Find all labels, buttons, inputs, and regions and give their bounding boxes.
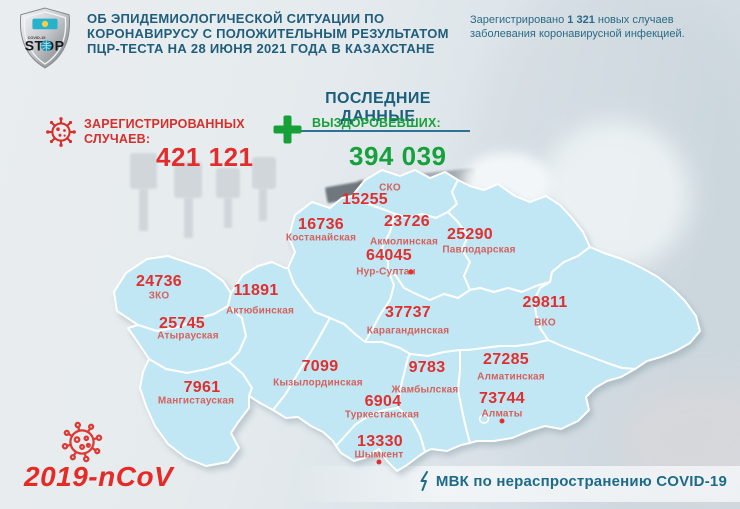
virus-icon <box>46 117 76 147</box>
region-name: Туркестанская <box>344 409 420 421</box>
region-name: Акмолинская <box>369 236 439 248</box>
region-value: 37737 <box>385 304 431 321</box>
flag-sun <box>41 20 49 28</box>
registered-label: ЗАРЕГИСТРИРОВАННЫХ СЛУЧАЕВ: <box>84 117 245 147</box>
plus-icon <box>273 115 302 144</box>
region-name: Кызылординская <box>273 377 363 389</box>
region-value: 13330 <box>357 433 403 450</box>
globe-lines <box>41 40 52 52</box>
region-shape-turkestan <box>335 407 426 472</box>
city-dot <box>408 269 414 275</box>
region-value: 7099 <box>301 358 339 375</box>
almaty-city-outline <box>478 414 490 424</box>
region-shape-almaty-oblast <box>457 339 636 444</box>
region-name: Жамбылская <box>391 384 459 396</box>
region-value: 73744 <box>479 390 525 407</box>
region-name: Павлодарская <box>442 244 516 256</box>
title-line: ПЦР-ТЕСТА НА 28 ИЮНЯ 2021 ГОДА В КАЗАХСТ… <box>87 41 435 56</box>
region-name: Нур-Султан <box>356 266 416 278</box>
city-dot <box>376 459 382 465</box>
region-value: 64045 <box>366 247 412 264</box>
region-value: 23726 <box>384 213 430 230</box>
region-name: Костанайская <box>285 232 357 244</box>
note-prefix: Зарегистрировано <box>470 14 568 26</box>
region-name: ЗКО <box>148 290 170 302</box>
region-name: СКО <box>379 182 401 194</box>
region-name: Шымкент <box>354 449 404 461</box>
region-name: Атырауская <box>157 330 219 342</box>
stop-shield-logo: COVID-19 STOP <box>19 7 71 69</box>
region-name: Актюбинская <box>225 305 295 317</box>
region-value: 9783 <box>408 359 446 376</box>
recovered-value: 394 039 <box>349 141 447 171</box>
recovered-label: ВЫЗДОРОВЕВШИХ: <box>312 116 441 130</box>
registered-label-line2: СЛУЧАЕВ: <box>84 132 151 146</box>
committee-text: МВК по нераспространению COVID-19 <box>435 472 727 490</box>
virus-dots <box>46 117 76 147</box>
shield-inner-line <box>23 11 67 65</box>
logo-covid-text: COVID-19 <box>28 36 46 40</box>
region-value: 29811 <box>522 294 568 311</box>
region-shape-mangystau <box>139 358 253 467</box>
note-count: 1 321 <box>567 14 595 26</box>
region-name: ВКО <box>534 317 556 329</box>
region-value: 25290 <box>447 226 493 243</box>
region-name: Мангистауская <box>157 395 235 407</box>
committee-label: МВК по нераспространению COVID-19 <box>419 471 727 491</box>
virus-strain-label: 2019-nCoV <box>24 461 174 492</box>
region-name: Карагандинская <box>366 325 450 337</box>
region-name: Алматинская <box>477 371 545 383</box>
registered-label-line1: ЗАРЕГИСТРИРОВАННЫХ <box>84 117 245 131</box>
region-value: 24736 <box>136 273 182 290</box>
region-name: Алматы <box>481 408 523 420</box>
latest-data-title: ПОСЛЕДНИЕ ДАННЫЕ <box>286 90 470 132</box>
region-value: 27285 <box>483 351 529 368</box>
note-line2: заболевания коронавирусной инфекцией. <box>470 28 685 40</box>
note-suffix: новых случаев <box>594 14 674 26</box>
lightning-icon <box>420 471 428 491</box>
region-value: 25745 <box>159 315 205 332</box>
city-dot <box>499 418 505 424</box>
virus-outline-icon <box>61 421 103 463</box>
region-value: 6904 <box>364 393 402 410</box>
region-value: 11891 <box>233 282 279 299</box>
title-line: ОБ ЭПИДЕМИОЛОГИЧЕСКОЙ СИТУАЦИИ ПО <box>87 11 385 26</box>
region-value: 15255 <box>342 191 388 208</box>
new-cases-note: Зарегистрировано 1 321 новых случаев заб… <box>470 13 710 41</box>
region-value: 7961 <box>183 379 221 396</box>
title-line: КОРОНАВИРУСУ С ПОЛОЖИТЕЛЬНЫМ РЕЗУЛЬТАТОМ <box>87 26 449 41</box>
page-title: ОБ ЭПИДЕМИОЛОГИЧЕСКОЙ СИТУАЦИИ ПО КОРОНА… <box>87 11 487 56</box>
region-value: 16736 <box>298 216 344 233</box>
registered-value: 421 121 <box>156 142 254 172</box>
virus-spikes <box>49 120 73 144</box>
